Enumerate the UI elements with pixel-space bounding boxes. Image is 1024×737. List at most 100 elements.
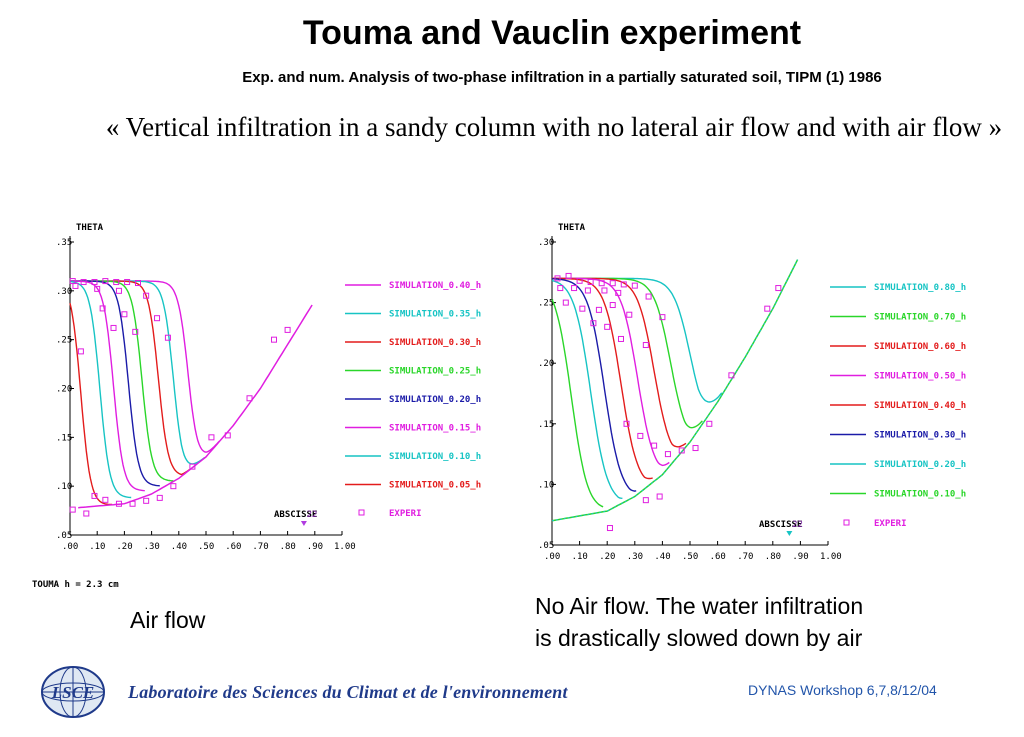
- experiment-point: [164, 334, 171, 341]
- y-tick-label: .15: [56, 433, 72, 443]
- x-tick-label: .80: [765, 552, 781, 562]
- experiment-point: [626, 311, 633, 318]
- experiment-point: [576, 277, 583, 284]
- experiment-point: [115, 287, 122, 294]
- experiment-point: [620, 281, 627, 288]
- experiment-point: [224, 432, 231, 439]
- y-tick-label: .35: [56, 238, 72, 248]
- logo-text: LSCE: [51, 683, 95, 702]
- experiment-point: [102, 496, 109, 503]
- experiment-point: [590, 320, 597, 327]
- experiment-point: [692, 445, 699, 452]
- experiment-point: [579, 305, 586, 312]
- abscissa-marker-label: 22: [307, 510, 318, 520]
- experiment-point: [775, 285, 782, 292]
- x-tick-label: .10: [572, 552, 588, 562]
- x-tick-label: .00: [544, 552, 560, 562]
- globe-logo-icon: LSCE: [41, 666, 105, 718]
- experiment-point: [83, 510, 90, 517]
- chart-no-air-flow-svg: THETA .05 .10 .15 .20 .25 .30 .00 .10 .20 .30 .40 .5…: [538, 223, 966, 562]
- legend-label: EXPERI: [874, 519, 907, 529]
- y-tick-label: .10: [56, 482, 72, 492]
- x-axis-label: ABSCISSE: [759, 520, 802, 530]
- slide-title: Touma and Vauclin experiment: [302, 14, 802, 52]
- y-axis-label: THETA: [76, 223, 104, 233]
- experiment-point: [208, 434, 215, 441]
- experiment-point: [764, 305, 771, 312]
- x-tick-label: .40: [171, 542, 187, 552]
- workshop-label: DYNAS Workshop 6,7,8/12/04: [748, 682, 937, 698]
- y-tick-label: .15: [538, 420, 554, 430]
- experiment-point: [154, 315, 161, 322]
- legend-label: EXPERI: [389, 509, 422, 519]
- abscissa-marker-triangle: [786, 531, 793, 536]
- simulation-curve: [70, 280, 174, 482]
- legend-label: SIMULATION_0.50_h: [874, 372, 966, 382]
- simulation-curve: [70, 280, 160, 487]
- legend-label: SIMULATION_0.35_h: [389, 310, 481, 320]
- experiment-point: [113, 279, 120, 286]
- experiment-point: [604, 323, 611, 330]
- experiment-point: [642, 497, 649, 504]
- chart-air-flow-svg: THETA .05 .10 .15 .20 .25 .30 .35 .00 .10 .20 .30 .4…: [32, 223, 481, 590]
- y-tick-label: .05: [56, 531, 72, 541]
- experiment-point: [91, 492, 98, 499]
- experiment-point: [69, 506, 76, 513]
- y-tick-label: .30: [56, 287, 72, 297]
- experiment-point: [706, 420, 713, 427]
- x-tick-label: .50: [682, 552, 698, 562]
- x-tick-label: .30: [144, 542, 160, 552]
- experiment-point: [728, 372, 735, 379]
- experiment-point: [129, 500, 136, 507]
- legend-label: SIMULATION_0.70_h: [874, 313, 966, 323]
- y-tick-label: .20: [538, 359, 554, 369]
- simulation-tail-curve: [78, 304, 313, 509]
- experiment-point: [678, 447, 685, 454]
- experiment-point: [271, 336, 277, 343]
- simulation-curve: [69, 303, 113, 506]
- simulation-curve: [551, 279, 623, 499]
- y-tick-label: .20: [56, 385, 72, 395]
- experiment-point: [132, 328, 139, 335]
- experiment-point: [618, 335, 624, 342]
- experiment-point: [615, 289, 622, 296]
- x-tick-label: .40: [654, 552, 670, 562]
- legend-label: SIMULATION_0.40_h: [874, 401, 966, 411]
- legend-label: SIMULATION_0.10_h: [874, 490, 966, 500]
- legend-label: SIMULATION_0.30_h: [874, 431, 966, 441]
- experiment-point: [284, 326, 291, 333]
- experiment-point: [562, 299, 569, 306]
- legend-label: SIMULATION_0.10_h: [389, 452, 481, 462]
- experiment-point: [606, 525, 613, 532]
- experiment-point: [91, 279, 98, 286]
- caption-no-air-flow-line1: No Air flow. The water infiltration: [535, 593, 864, 619]
- x-tick-label: .10: [89, 542, 105, 552]
- experiment-point: [143, 497, 150, 504]
- experiment-point: [554, 275, 561, 282]
- experiment-point: [631, 282, 638, 289]
- experiment-point: [72, 282, 79, 289]
- x-tick-label: .90: [307, 542, 323, 552]
- experiment-point: [651, 442, 658, 449]
- legend-label: SIMULATION_0.40_h: [389, 281, 481, 291]
- experiment-point: [656, 493, 663, 500]
- experiment-point: [99, 305, 106, 312]
- experiment-point: [102, 278, 109, 285]
- legend-label: SIMULATION_0.15_h: [389, 424, 481, 434]
- experiment-point: [601, 287, 608, 294]
- x-tick-label: 1.00: [820, 552, 842, 562]
- simulation-curve: [70, 280, 221, 453]
- simulation-curve: [70, 280, 191, 476]
- experiment-point: [659, 314, 666, 321]
- caption-no-air-flow-line2: is drastically slowed down by air: [535, 625, 863, 651]
- y-axis-label: THETA: [558, 223, 586, 233]
- experiment-point: [246, 395, 253, 402]
- legend-label: SIMULATION_0.60_h: [874, 342, 966, 352]
- x-tick-label: .20: [599, 552, 615, 562]
- x-tick-label: .90: [792, 552, 808, 562]
- simulation-curve: [551, 299, 604, 508]
- experiment-point: [565, 272, 572, 279]
- experiment-point: [645, 293, 652, 300]
- experiment-point: [110, 324, 117, 331]
- legend-label: SIMULATION_0.20_h: [389, 395, 481, 405]
